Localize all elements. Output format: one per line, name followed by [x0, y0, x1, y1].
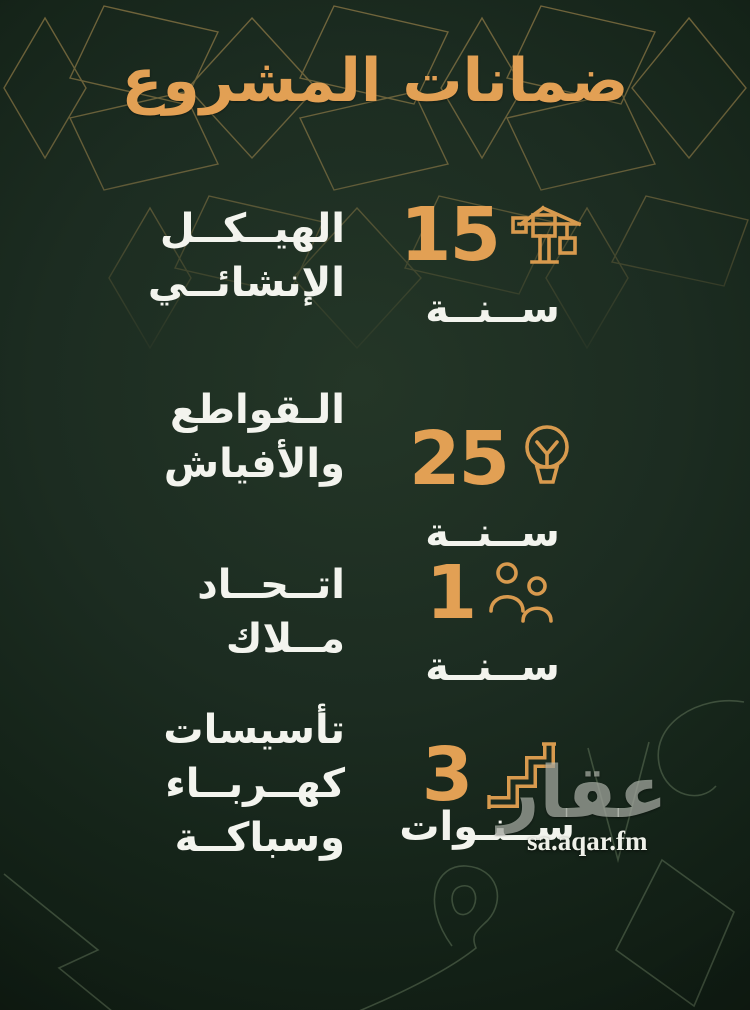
item-label-line: اتــحــاد	[197, 562, 345, 608]
item-value-block: 25 ســنــة	[409, 416, 576, 556]
item-label-line: الإنشائــي	[147, 260, 345, 306]
item-unit: ســنـوات	[399, 804, 575, 850]
item-label: الـقواطع والأفياش	[95, 383, 345, 491]
item-label: تأسيسات كهــربــاء وسباكــة	[95, 703, 345, 865]
item-label-line: كهــربــاء	[165, 761, 345, 807]
item-label-line: الهيــكــل	[159, 206, 345, 252]
item-label: اتــحــاد مــلاك	[95, 558, 345, 666]
item-value-block: 1 ســنــة	[410, 550, 575, 690]
item-unit: ســنــة	[425, 286, 560, 332]
item-value: 1	[425, 550, 477, 636]
geometric-pattern-decoration	[3, 5, 749, 350]
page-title: ضمانات المشروع	[121, 46, 629, 116]
item-value: 3	[421, 732, 473, 818]
people-icon	[485, 561, 559, 625]
item-label-line: وسباكــة	[174, 815, 345, 861]
pipes-icon	[481, 736, 563, 814]
item-unit: ســنــة	[425, 510, 560, 556]
item-value: 15	[400, 192, 501, 278]
item-label-line: الـقواطع	[170, 387, 345, 433]
crane-icon	[509, 202, 585, 268]
item-label-line: تأسيسات	[163, 707, 345, 753]
item-label-line: والأفياش	[163, 441, 345, 487]
item-unit: ســنــة	[425, 644, 560, 690]
item-value-block: 15 ســنــة	[400, 192, 582, 332]
item-value: 25	[409, 416, 510, 502]
item-value-block: 3 ســنـوات	[399, 732, 575, 850]
lightbulb-icon	[518, 422, 576, 496]
item-label-line: مــلاك	[225, 616, 345, 662]
item-label: الهيــكــل الإنشائــي	[95, 202, 345, 310]
organic-lines-decoration	[3, 700, 745, 1010]
